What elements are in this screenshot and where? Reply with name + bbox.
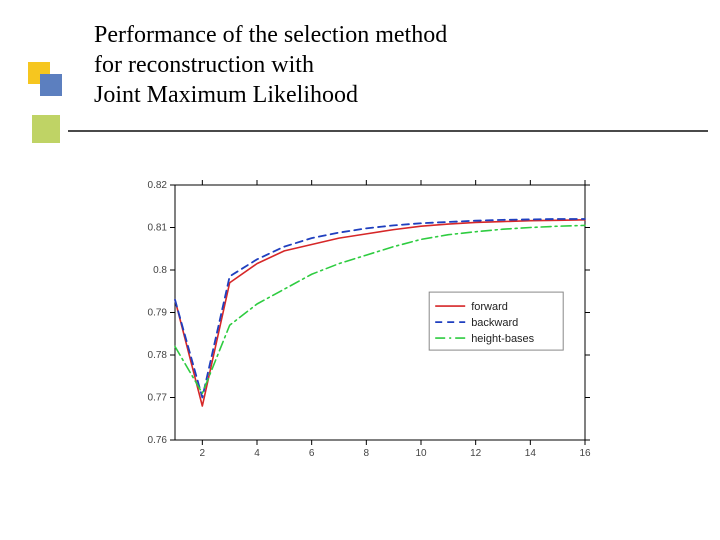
svg-text:0.77: 0.77 <box>148 393 168 404</box>
square-blue-icon <box>40 74 62 96</box>
svg-text:0.79: 0.79 <box>148 308 168 319</box>
svg-text:2: 2 <box>200 448 206 459</box>
slide-title: Performance of the selection method for … <box>94 20 654 110</box>
title-bullet-decor <box>32 66 56 90</box>
chart-svg: 0.76 0.77 0.78 0.79 0.8 0.81 0.82 2 4 6 8 10 12 14 16 f… <box>115 175 605 475</box>
square-accent-icon <box>32 115 60 143</box>
svg-text:14: 14 <box>525 448 537 459</box>
svg-text:12: 12 <box>470 448 482 459</box>
svg-text:height-bases: height-bases <box>471 333 534 345</box>
title-line-2: for reconstruction with <box>94 50 654 80</box>
svg-text:8: 8 <box>364 448 370 459</box>
title-underline <box>68 130 708 132</box>
slide-root: Performance of the selection method for … <box>0 0 720 540</box>
svg-text:forward: forward <box>471 301 508 313</box>
svg-text:10: 10 <box>415 448 427 459</box>
title-line-3: Joint Maximum Likelihood <box>94 80 654 110</box>
svg-text:16: 16 <box>579 448 591 459</box>
svg-text:backward: backward <box>471 317 518 329</box>
title-line-1: Performance of the selection method <box>94 20 654 50</box>
svg-text:0.78: 0.78 <box>148 350 168 361</box>
svg-text:0.82: 0.82 <box>148 180 168 191</box>
svg-text:6: 6 <box>309 448 315 459</box>
svg-text:0.8: 0.8 <box>153 265 167 276</box>
svg-text:0.76: 0.76 <box>148 435 168 446</box>
performance-chart: 0.76 0.77 0.78 0.79 0.8 0.81 0.82 2 4 6 8 10 12 14 16 f… <box>115 175 605 475</box>
svg-text:4: 4 <box>254 448 260 459</box>
svg-text:0.81: 0.81 <box>148 223 168 234</box>
